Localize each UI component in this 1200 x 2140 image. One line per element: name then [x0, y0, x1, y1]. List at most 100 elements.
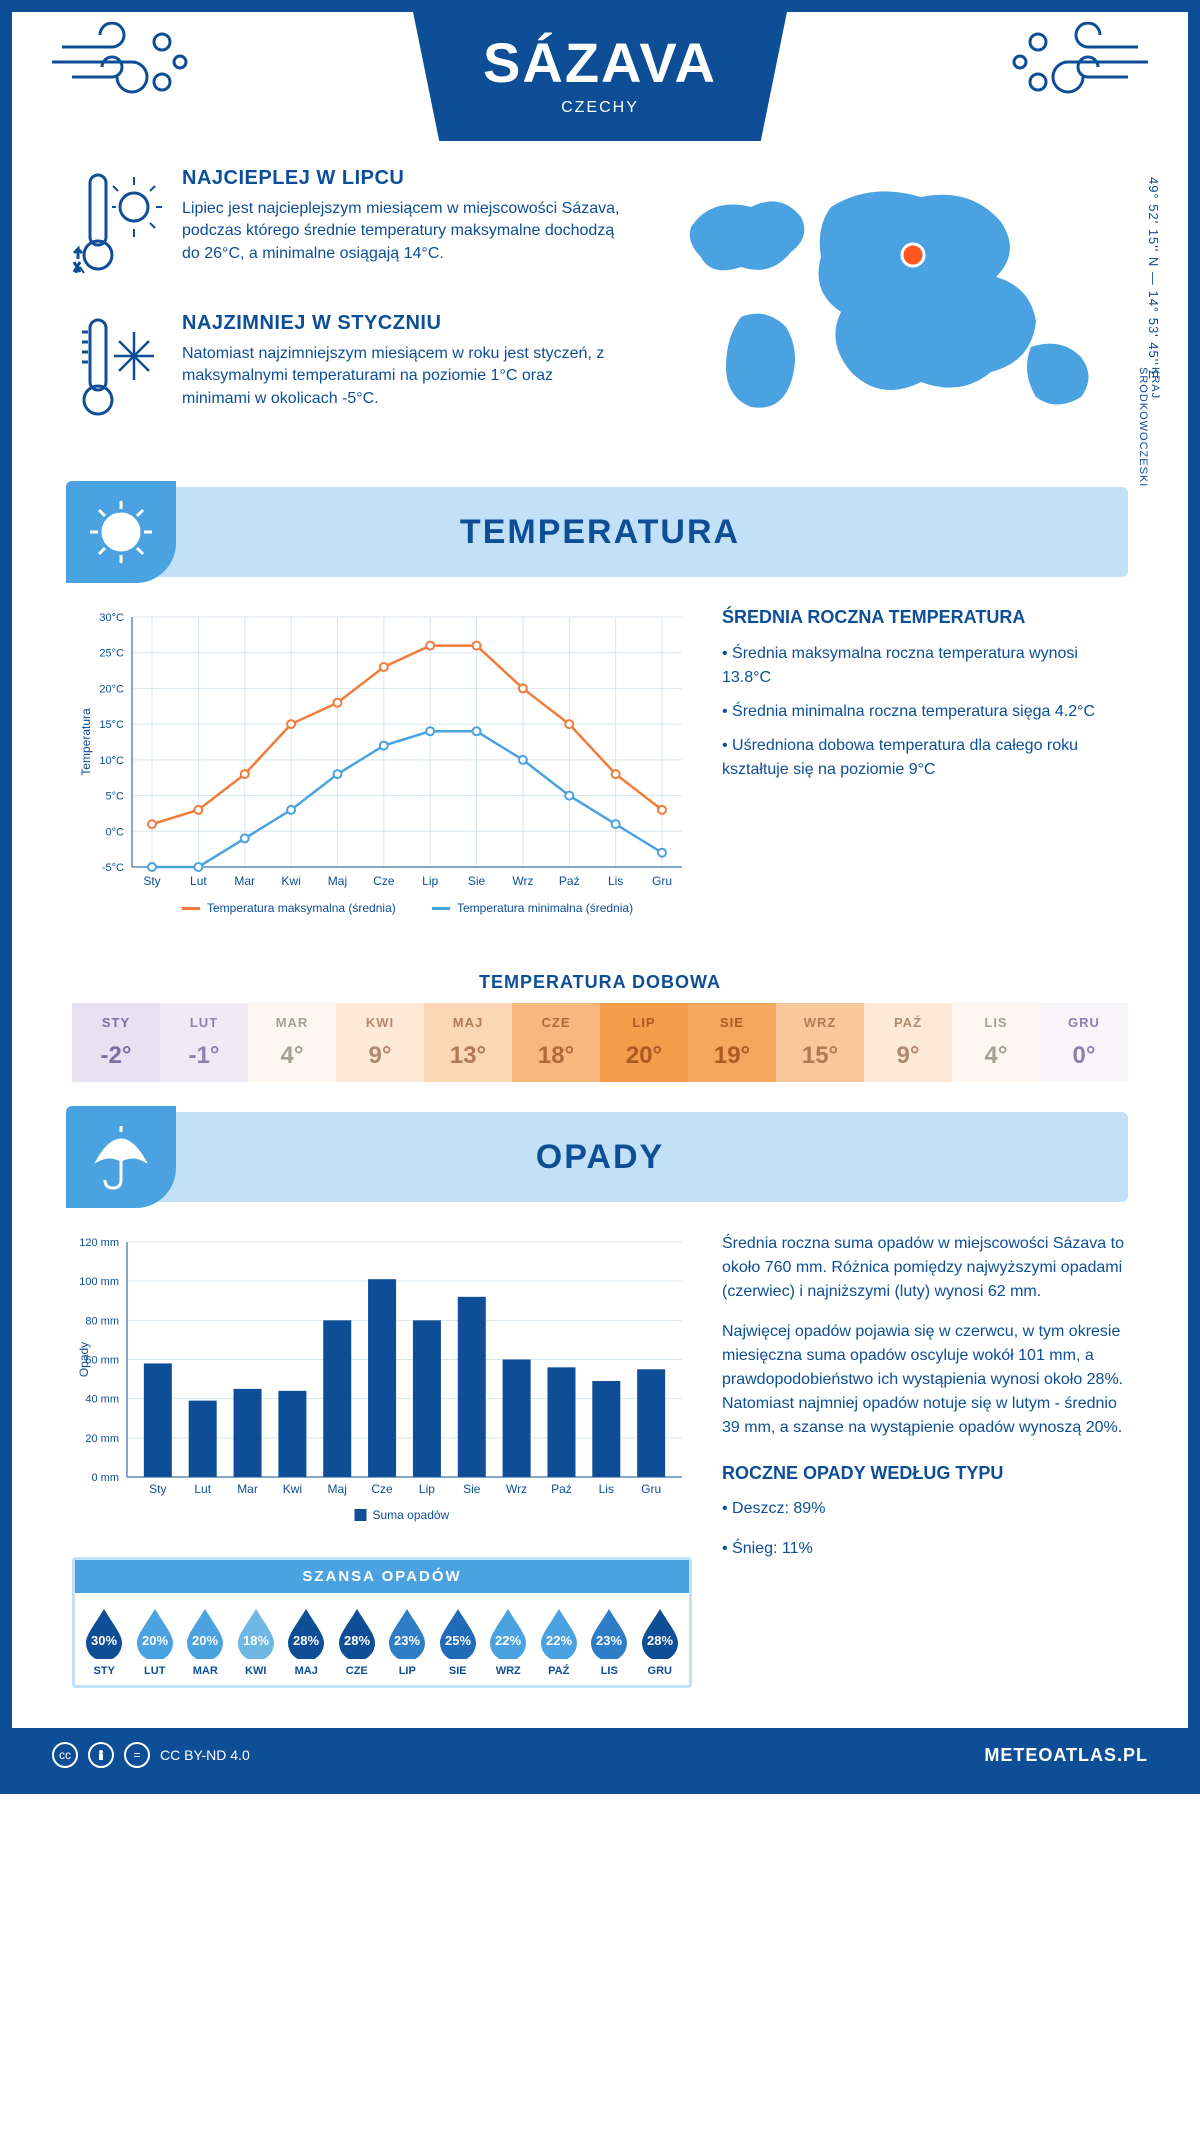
daily-cell: MAJ13° — [424, 1003, 512, 1082]
svg-text:20 mm: 20 mm — [85, 1433, 119, 1445]
wind-icon-left — [52, 22, 192, 107]
svg-text:Temperatura maksymalna (średni: Temperatura maksymalna (średnia) — [207, 901, 396, 915]
city-name: SÁZAVA — [483, 30, 717, 95]
coldest-block: NAJZIMNIEJ W STYCZNIU Natomiast najzimni… — [72, 312, 621, 427]
license-text: CC BY-ND 4.0 — [160, 1747, 250, 1763]
chance-box: SZANSA OPADÓW 30% STY 20% LUT 20% MAR 18… — [72, 1557, 692, 1688]
coldest-text: Natomiast najzimniejszym miesiącem w rok… — [182, 343, 621, 410]
cc-icon: cc — [52, 1742, 78, 1768]
site-name: METEOATLAS.PL — [984, 1745, 1148, 1766]
thermometer-hot-icon — [72, 167, 162, 282]
svg-text:10°C: 10°C — [99, 755, 124, 767]
svg-text:23%: 23% — [394, 1633, 420, 1648]
svg-text:23%: 23% — [596, 1633, 622, 1648]
footer: cc = CC BY-ND 4.0 METEOATLAS.PL — [12, 1728, 1188, 1782]
svg-text:5°C: 5°C — [106, 791, 125, 803]
chance-drop: 28% CZE — [332, 1607, 383, 1677]
svg-text:Sie: Sie — [468, 874, 486, 888]
svg-text:Paź: Paź — [559, 874, 580, 888]
daily-cell: WRZ15° — [776, 1003, 864, 1082]
avg-temp-b1: • Średnia maksymalna roczna temperatura … — [722, 642, 1128, 690]
svg-text:Lis: Lis — [599, 1482, 614, 1496]
svg-text:22%: 22% — [546, 1633, 572, 1648]
location-marker — [902, 244, 924, 266]
svg-text:22%: 22% — [495, 1633, 521, 1648]
svg-text:20°C: 20°C — [99, 683, 124, 695]
svg-text:Cze: Cze — [373, 874, 395, 888]
daily-cell: STY-2° — [72, 1003, 160, 1082]
svg-text:Wrz: Wrz — [512, 874, 533, 888]
svg-text:Cze: Cze — [371, 1482, 393, 1496]
svg-text:-5°C: -5°C — [102, 862, 124, 874]
temperature-title: TEMPERATURA — [460, 513, 740, 552]
country-name: CZECHY — [483, 99, 717, 117]
chance-drop: 22% PAŹ — [534, 1607, 585, 1677]
chance-drop: 20% LUT — [130, 1607, 181, 1677]
svg-text:Lis: Lis — [608, 874, 623, 888]
chance-drop: 20% MAR — [180, 1607, 231, 1677]
avg-temp-title: ŚREDNIA ROCZNA TEMPERATURA — [722, 607, 1128, 628]
chance-drop: 22% WRZ — [483, 1607, 534, 1677]
chance-drop: 25% SIE — [433, 1607, 484, 1677]
avg-temp-b3: • Uśredniona dobowa temperatura dla całe… — [722, 734, 1128, 782]
precip-rain: • Deszcz: 89% — [722, 1497, 1128, 1521]
chance-drop: 28% GRU — [635, 1607, 686, 1677]
svg-text:Sty: Sty — [143, 874, 160, 888]
svg-text:20%: 20% — [192, 1633, 218, 1648]
svg-text:20%: 20% — [142, 1633, 168, 1648]
svg-text:Lip: Lip — [419, 1482, 435, 1496]
svg-text:80 mm: 80 mm — [85, 1315, 119, 1327]
daily-cell: SIE19° — [688, 1003, 776, 1082]
sun-icon — [66, 481, 176, 583]
svg-text:Opady: Opady — [77, 1342, 91, 1377]
svg-text:30°C: 30°C — [99, 612, 124, 624]
precip-title: OPADY — [536, 1138, 664, 1177]
daily-temp-title: TEMPERATURA DOBOWA — [12, 972, 1188, 993]
daily-cell: CZE18° — [512, 1003, 600, 1082]
precip-chart: 0 mm20 mm40 mm60 mm80 mm100 mm120 mmStyL… — [72, 1232, 692, 1532]
precip-snow: • Śnieg: 11% — [722, 1537, 1128, 1561]
temperature-banner: TEMPERATURA — [72, 487, 1128, 577]
svg-text:0°C: 0°C — [106, 826, 125, 838]
chance-drop: 30% STY — [79, 1607, 130, 1677]
precip-type-title: ROCZNE OPADY WEDŁUG TYPU — [722, 1460, 1128, 1487]
svg-text:25°C: 25°C — [99, 648, 124, 660]
svg-text:Mar: Mar — [234, 874, 255, 888]
svg-text:Lip: Lip — [422, 874, 438, 888]
thermometer-cold-icon — [72, 312, 162, 427]
svg-text:15°C: 15°C — [99, 719, 124, 731]
svg-text:Gru: Gru — [652, 874, 672, 888]
region-label: KRAJ ŚRODKOWOCZESKI — [1137, 367, 1161, 487]
svg-text:0 mm: 0 mm — [92, 1472, 120, 1484]
avg-temp-b2: • Średnia minimalna roczna temperatura s… — [722, 700, 1128, 724]
svg-text:30%: 30% — [91, 1633, 117, 1648]
wind-icon-right — [1008, 22, 1148, 107]
nd-icon: = — [124, 1742, 150, 1768]
svg-text:Wrz: Wrz — [506, 1482, 527, 1496]
svg-text:Lut: Lut — [190, 874, 207, 888]
svg-text:Maj: Maj — [328, 874, 347, 888]
world-map — [661, 167, 1131, 427]
svg-text:25%: 25% — [445, 1633, 471, 1648]
svg-text:Kwi: Kwi — [283, 1482, 302, 1496]
chance-drop: 23% LIP — [382, 1607, 433, 1677]
daily-cell: PAŹ9° — [864, 1003, 952, 1082]
daily-cell: LIS4° — [952, 1003, 1040, 1082]
daily-cell: MAR4° — [248, 1003, 336, 1082]
warmest-block: NAJCIEPLEJ W LIPCU Lipiec jest najcieple… — [72, 167, 621, 282]
umbrella-icon — [66, 1106, 176, 1208]
chance-drop: 23% LIS — [584, 1607, 635, 1677]
svg-text:40 mm: 40 mm — [85, 1394, 119, 1406]
daily-cell: LIP20° — [600, 1003, 688, 1082]
precip-banner: OPADY — [72, 1112, 1128, 1202]
svg-text:28%: 28% — [344, 1633, 370, 1648]
precip-p1: Średnia roczna suma opadów w miejscowośc… — [722, 1232, 1128, 1304]
by-icon — [88, 1742, 114, 1768]
svg-text:120 mm: 120 mm — [79, 1237, 119, 1249]
daily-cell: KWI9° — [336, 1003, 424, 1082]
svg-text:Sty: Sty — [149, 1482, 166, 1496]
svg-text:Lut: Lut — [194, 1482, 211, 1496]
coldest-title: NAJZIMNIEJ W STYCZNIU — [182, 312, 621, 335]
warmest-title: NAJCIEPLEJ W LIPCU — [182, 167, 621, 190]
daily-temp-table: STY-2°LUT-1°MAR4°KWI9°MAJ13°CZE18°LIP20°… — [72, 1003, 1128, 1082]
